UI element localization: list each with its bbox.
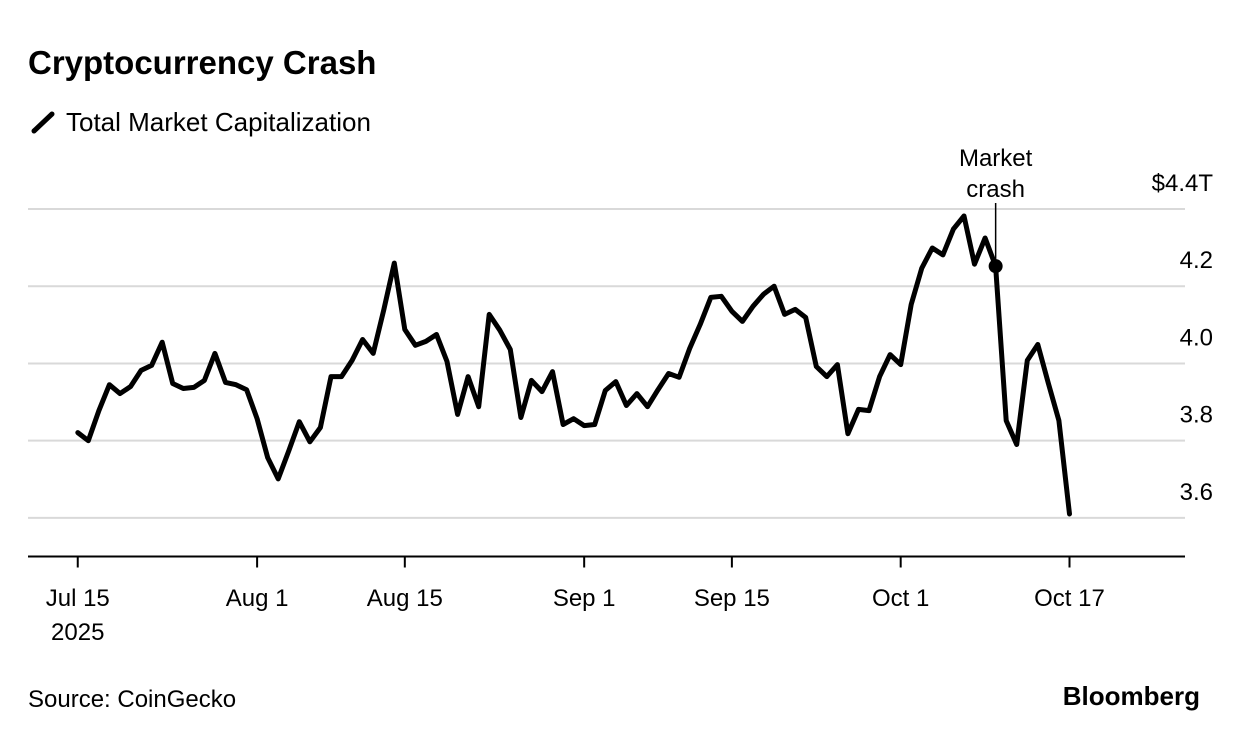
x-tick-label: Aug 1 [226,585,289,612]
y-tick-label: 4.0 [1180,324,1213,351]
x-tick-label: Sep 1 [553,585,616,612]
x-tick-label: Oct 17 [1034,585,1105,612]
brand: Bloomberg [1063,681,1200,711]
x-tick-label: Sep 15 [694,585,770,612]
chart-title: Cryptocurrency Crash [28,44,376,81]
source: Source: CoinGecko [28,686,236,713]
legend-label: Total Market Capitalization [66,107,371,137]
annotation-label: crash [966,176,1025,203]
x-tick-label: Jul 15 [46,585,110,612]
annotation-marker [988,259,1003,274]
line [75,213,1072,517]
y-tick-label: 3.6 [1180,479,1213,506]
annotation-label: Market [959,145,1033,172]
y-tick-label: 3.8 [1180,402,1213,429]
x-year-label: 2025 [51,619,104,646]
y-tick-label: $4.4T [1152,170,1214,197]
legend-icon [31,111,55,134]
x-tick-label: Oct 1 [872,585,929,612]
y-tick-label: 4.2 [1180,247,1213,274]
x-tick-label: Aug 15 [367,585,443,612]
